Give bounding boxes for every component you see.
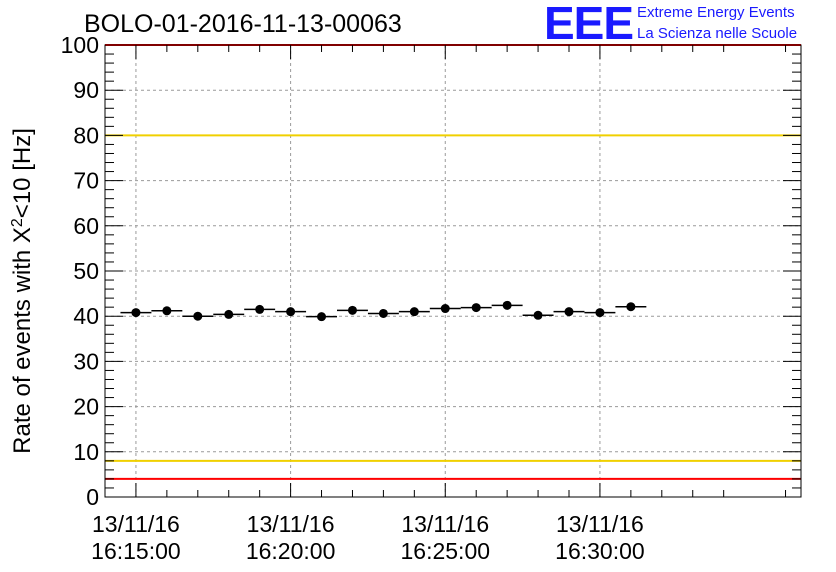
y-tick-label: 100 bbox=[61, 32, 99, 58]
data-point bbox=[409, 307, 419, 317]
data-point bbox=[502, 300, 512, 310]
x-tick-time: 16:25:00 bbox=[401, 538, 491, 564]
data-point bbox=[471, 303, 481, 313]
data-point bbox=[347, 305, 357, 315]
logo-letters: EEE bbox=[544, 0, 634, 49]
data-point bbox=[255, 304, 265, 314]
x-tick-date: 13/11/16 bbox=[401, 511, 489, 537]
data-point bbox=[378, 308, 388, 318]
y-tick-label: 20 bbox=[73, 394, 99, 420]
data-point bbox=[564, 307, 574, 317]
data-series bbox=[120, 300, 647, 322]
y-tick-label: 0 bbox=[86, 484, 99, 510]
x-tick-labels: 13/11/1616:15:0013/11/1616:20:0013/11/16… bbox=[91, 511, 645, 564]
y-tick-label: 70 bbox=[73, 168, 99, 194]
data-point bbox=[626, 302, 636, 312]
x-tick-date: 13/11/16 bbox=[247, 511, 335, 537]
x-tick-time: 16:30:00 bbox=[555, 538, 645, 564]
grid bbox=[105, 45, 801, 497]
data-point bbox=[193, 311, 203, 321]
y-tick-labels: 0 10 20 30 40 50 60 70 80 90 100 bbox=[61, 32, 99, 510]
data-point bbox=[533, 310, 543, 320]
data-point bbox=[131, 308, 141, 318]
y-tick-label: 10 bbox=[73, 439, 99, 465]
logo-line-2: La Scienza nelle Scuole bbox=[637, 25, 798, 42]
y-tick-label: 90 bbox=[73, 77, 99, 103]
reference-lines bbox=[105, 44, 801, 480]
data-point bbox=[162, 306, 172, 316]
x-tick-date: 13/11/16 bbox=[556, 511, 644, 537]
data-point bbox=[595, 308, 605, 318]
y-tick-label: 30 bbox=[73, 348, 99, 374]
eee-logo: EEE Extreme Energy Events La Scienza nel… bbox=[544, 0, 836, 49]
chart-title: BOLO-01-2016-11-13-00063 bbox=[84, 10, 402, 38]
data-point bbox=[317, 312, 327, 322]
axis-ticks bbox=[105, 44, 801, 498]
y-tick-label: 50 bbox=[73, 258, 99, 284]
x-tick-date: 13/11/16 bbox=[92, 511, 180, 537]
data-point bbox=[224, 309, 234, 319]
y-axis-label: Rate of events with X2<10 [Hz] bbox=[9, 128, 37, 454]
y-tick-label: 60 bbox=[73, 213, 99, 239]
x-tick-time: 16:15:00 bbox=[91, 538, 181, 564]
y-tick-label: 40 bbox=[73, 303, 99, 329]
x-tick-time: 16:20:00 bbox=[246, 538, 336, 564]
data-point bbox=[440, 304, 450, 314]
logo-line-1: Extreme Energy Events bbox=[637, 4, 795, 21]
y-tick-label: 80 bbox=[73, 122, 99, 148]
data-point bbox=[286, 307, 296, 317]
